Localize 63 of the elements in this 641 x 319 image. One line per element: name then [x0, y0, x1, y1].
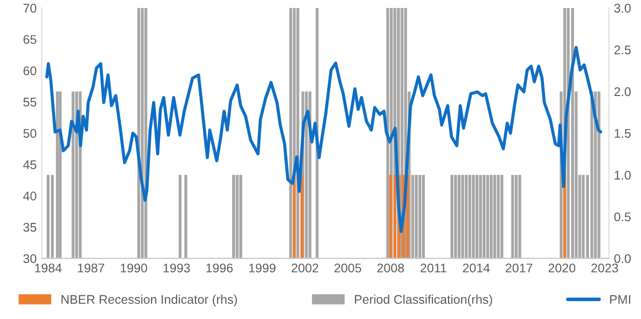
y-tick-label: 30: [23, 254, 36, 264]
x-tick-label: 1999: [249, 264, 276, 272]
bar: [393, 174, 396, 258]
y2-tick-label: 2.5: [614, 46, 631, 54]
x-tick-label: 2020: [548, 264, 576, 272]
line-series: [45, 46, 602, 233]
x-tick-label: 1987: [78, 264, 104, 272]
bar: [461, 174, 464, 258]
x-tick-label: 2005: [334, 264, 362, 272]
y2-tick-label: 2.0: [614, 87, 631, 96]
bar: [454, 174, 457, 258]
y-tick-label: 50: [23, 128, 36, 138]
bar: [482, 174, 486, 258]
bar: [232, 174, 236, 258]
legend-label: PMI: [610, 295, 630, 304]
bar: [598, 91, 600, 258]
bar: [418, 174, 422, 258]
bar: [178, 174, 182, 258]
x-tick-label: 1993: [164, 264, 190, 272]
bar: [476, 174, 478, 258]
y-tick-label: 40: [23, 192, 36, 200]
y-tick-label: 45: [23, 160, 36, 170]
x-tick-label: 1984: [35, 264, 62, 272]
bar: [304, 91, 308, 258]
bar: [450, 174, 454, 258]
x-tick-label: 1996: [206, 264, 233, 272]
bar: [479, 174, 482, 258]
bar: [486, 174, 490, 258]
x-tick-label: 2002: [292, 264, 318, 272]
y2-tick-label: 1.0: [614, 170, 631, 180]
y-tick-label: 55: [23, 98, 36, 107]
bar: [46, 174, 50, 258]
y-tick-label: 70: [24, 4, 36, 13]
bar: [316, 8, 319, 258]
y2-tick-label: 1.5: [614, 129, 631, 138]
bar: [56, 91, 59, 258]
bar: [571, 8, 574, 258]
bar: [496, 174, 500, 258]
y2-tick-label: 0.5: [614, 212, 631, 222]
x-tick-label: 2014: [462, 264, 490, 272]
bar: [389, 174, 392, 258]
y-tick-label: 65: [24, 35, 36, 44]
y2-tick-label: 0.0: [614, 254, 631, 264]
y-tick-label: 35: [23, 222, 36, 232]
bar: [72, 91, 74, 258]
x-tick-label: 2017: [506, 264, 532, 272]
x-tick-label: 2011: [420, 264, 446, 272]
legend-label: NBER Recession Indicator (rhs): [62, 294, 237, 306]
y-tick-label: 60: [24, 66, 36, 76]
bar: [590, 91, 594, 258]
bar: [472, 174, 475, 258]
bar: [594, 91, 597, 258]
bar: [511, 174, 514, 258]
bar: [422, 174, 425, 258]
x-tick-label: 1990: [120, 264, 148, 272]
y2-tick-label: 3.0: [614, 4, 631, 13]
x-tick-label: 2023: [591, 264, 618, 272]
bar: [300, 174, 304, 258]
bar: [500, 174, 504, 258]
bar: [50, 174, 54, 258]
legend-label: Period Classification(rhs): [354, 294, 492, 306]
x-tick-label: 2008: [377, 264, 404, 272]
bar: [458, 174, 461, 258]
